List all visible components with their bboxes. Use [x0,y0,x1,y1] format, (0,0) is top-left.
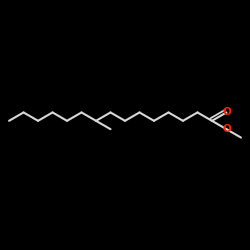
Text: O: O [222,124,231,134]
Text: O: O [222,108,231,118]
